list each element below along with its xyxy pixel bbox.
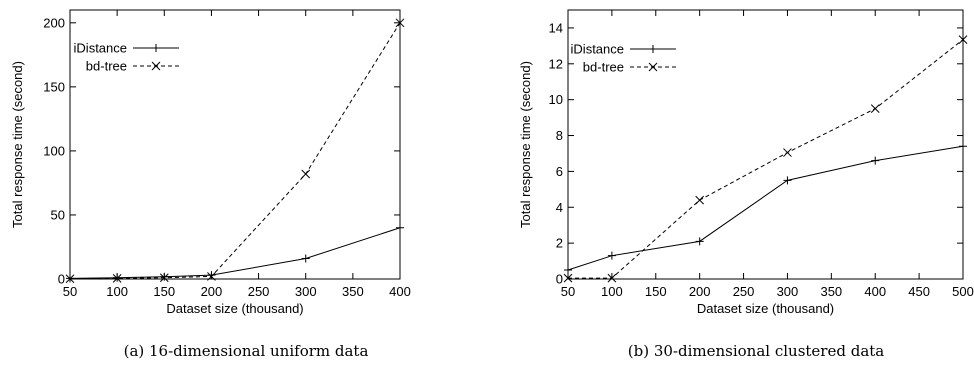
y-axis-label: Total response time (second) [518,61,533,228]
series-line-idistance [69,227,401,279]
data-point [396,223,404,232]
y-tick-label: 50 [51,207,65,222]
x-tick-label: 350 [820,284,842,299]
plot-frame [69,9,401,280]
data-point [207,271,216,280]
data-point [695,237,704,246]
x-tick-label: 50 [561,284,575,299]
figure-caption: (b) 30-dimensional clustered data [628,342,885,360]
data-point [783,148,792,157]
y-tick-label: 6 [556,164,563,179]
x-tick-label: 450 [908,284,930,299]
x-tick-label: 300 [295,284,317,299]
data-point [160,272,169,281]
y-tick-label: 2 [556,236,563,251]
legend-marker [152,44,160,52]
data-point [564,266,572,275]
data-point [65,274,75,284]
data-point [563,273,573,283]
x-axis-label: Dataset size (thousand) [166,301,303,316]
x-tick-label: 150 [153,284,175,299]
x-tick-label: 400 [864,284,886,299]
data-point [207,272,216,281]
legend-marker [151,61,161,71]
series-line-bd-tree [568,39,964,279]
y-axis-label: Total response time (second) [10,61,25,228]
series-line-bd-tree [69,22,401,280]
legend-label: iDistance [74,41,127,56]
y-tick-label: 14 [549,20,563,35]
data-point [395,18,405,28]
y-tick-label: 0 [58,272,65,287]
legend-label: iDistance [571,42,624,57]
data-point [607,251,616,260]
y-tick-label: 4 [556,200,563,215]
y-tick-label: 200 [43,15,65,30]
data-point [695,195,705,205]
y-tick-label: 8 [556,128,563,143]
data-point [607,273,617,283]
y-tick-label: 12 [549,56,563,71]
y-tick-label: 150 [43,79,65,94]
data-point [159,273,169,283]
x-tick-label: 250 [733,284,755,299]
y-tick-label: 100 [43,143,65,158]
legend-marker [648,62,658,72]
data-point [783,176,792,185]
data-point [958,35,968,44]
x-tick-label: 400 [389,284,411,299]
x-tick-label: 100 [601,284,623,299]
x-tick-label: 350 [342,284,364,299]
y-tick-label: 10 [549,92,563,107]
x-tick-label: 200 [689,284,711,299]
plot-frame [567,9,964,280]
x-tick-label: 300 [777,284,799,299]
series-line-idistance [567,145,964,271]
data-point [959,142,967,151]
data-point [301,254,310,263]
x-tick-label: 200 [201,284,223,299]
x-tick-label: 100 [106,284,128,299]
figure-caption: (a) 16-dimensional uniform data [124,342,369,360]
data-point [871,156,880,165]
legend-label: bd-tree [86,59,127,74]
x-tick-label: 250 [248,284,270,299]
x-tick-label: 500 [952,284,974,299]
data-point [870,104,880,113]
data-point [112,274,122,283]
chart-panel-a: 50 100 150 200 250 300 350 400050100150200Datas… [10,9,411,360]
data-point [301,169,311,179]
y-tick-label: 0 [556,272,563,287]
x-axis-label: Dataset size (thousand) [697,301,834,316]
x-tick-label: 50 [63,284,77,299]
legend-marker [649,45,657,53]
x-tick-label: 150 [645,284,667,299]
legend-label: bd-tree [583,60,624,75]
chart-panel-b: 50 100 150 200 250 300 350 400 450 500 0 2 4 6 8 10 12 14… [518,9,974,360]
